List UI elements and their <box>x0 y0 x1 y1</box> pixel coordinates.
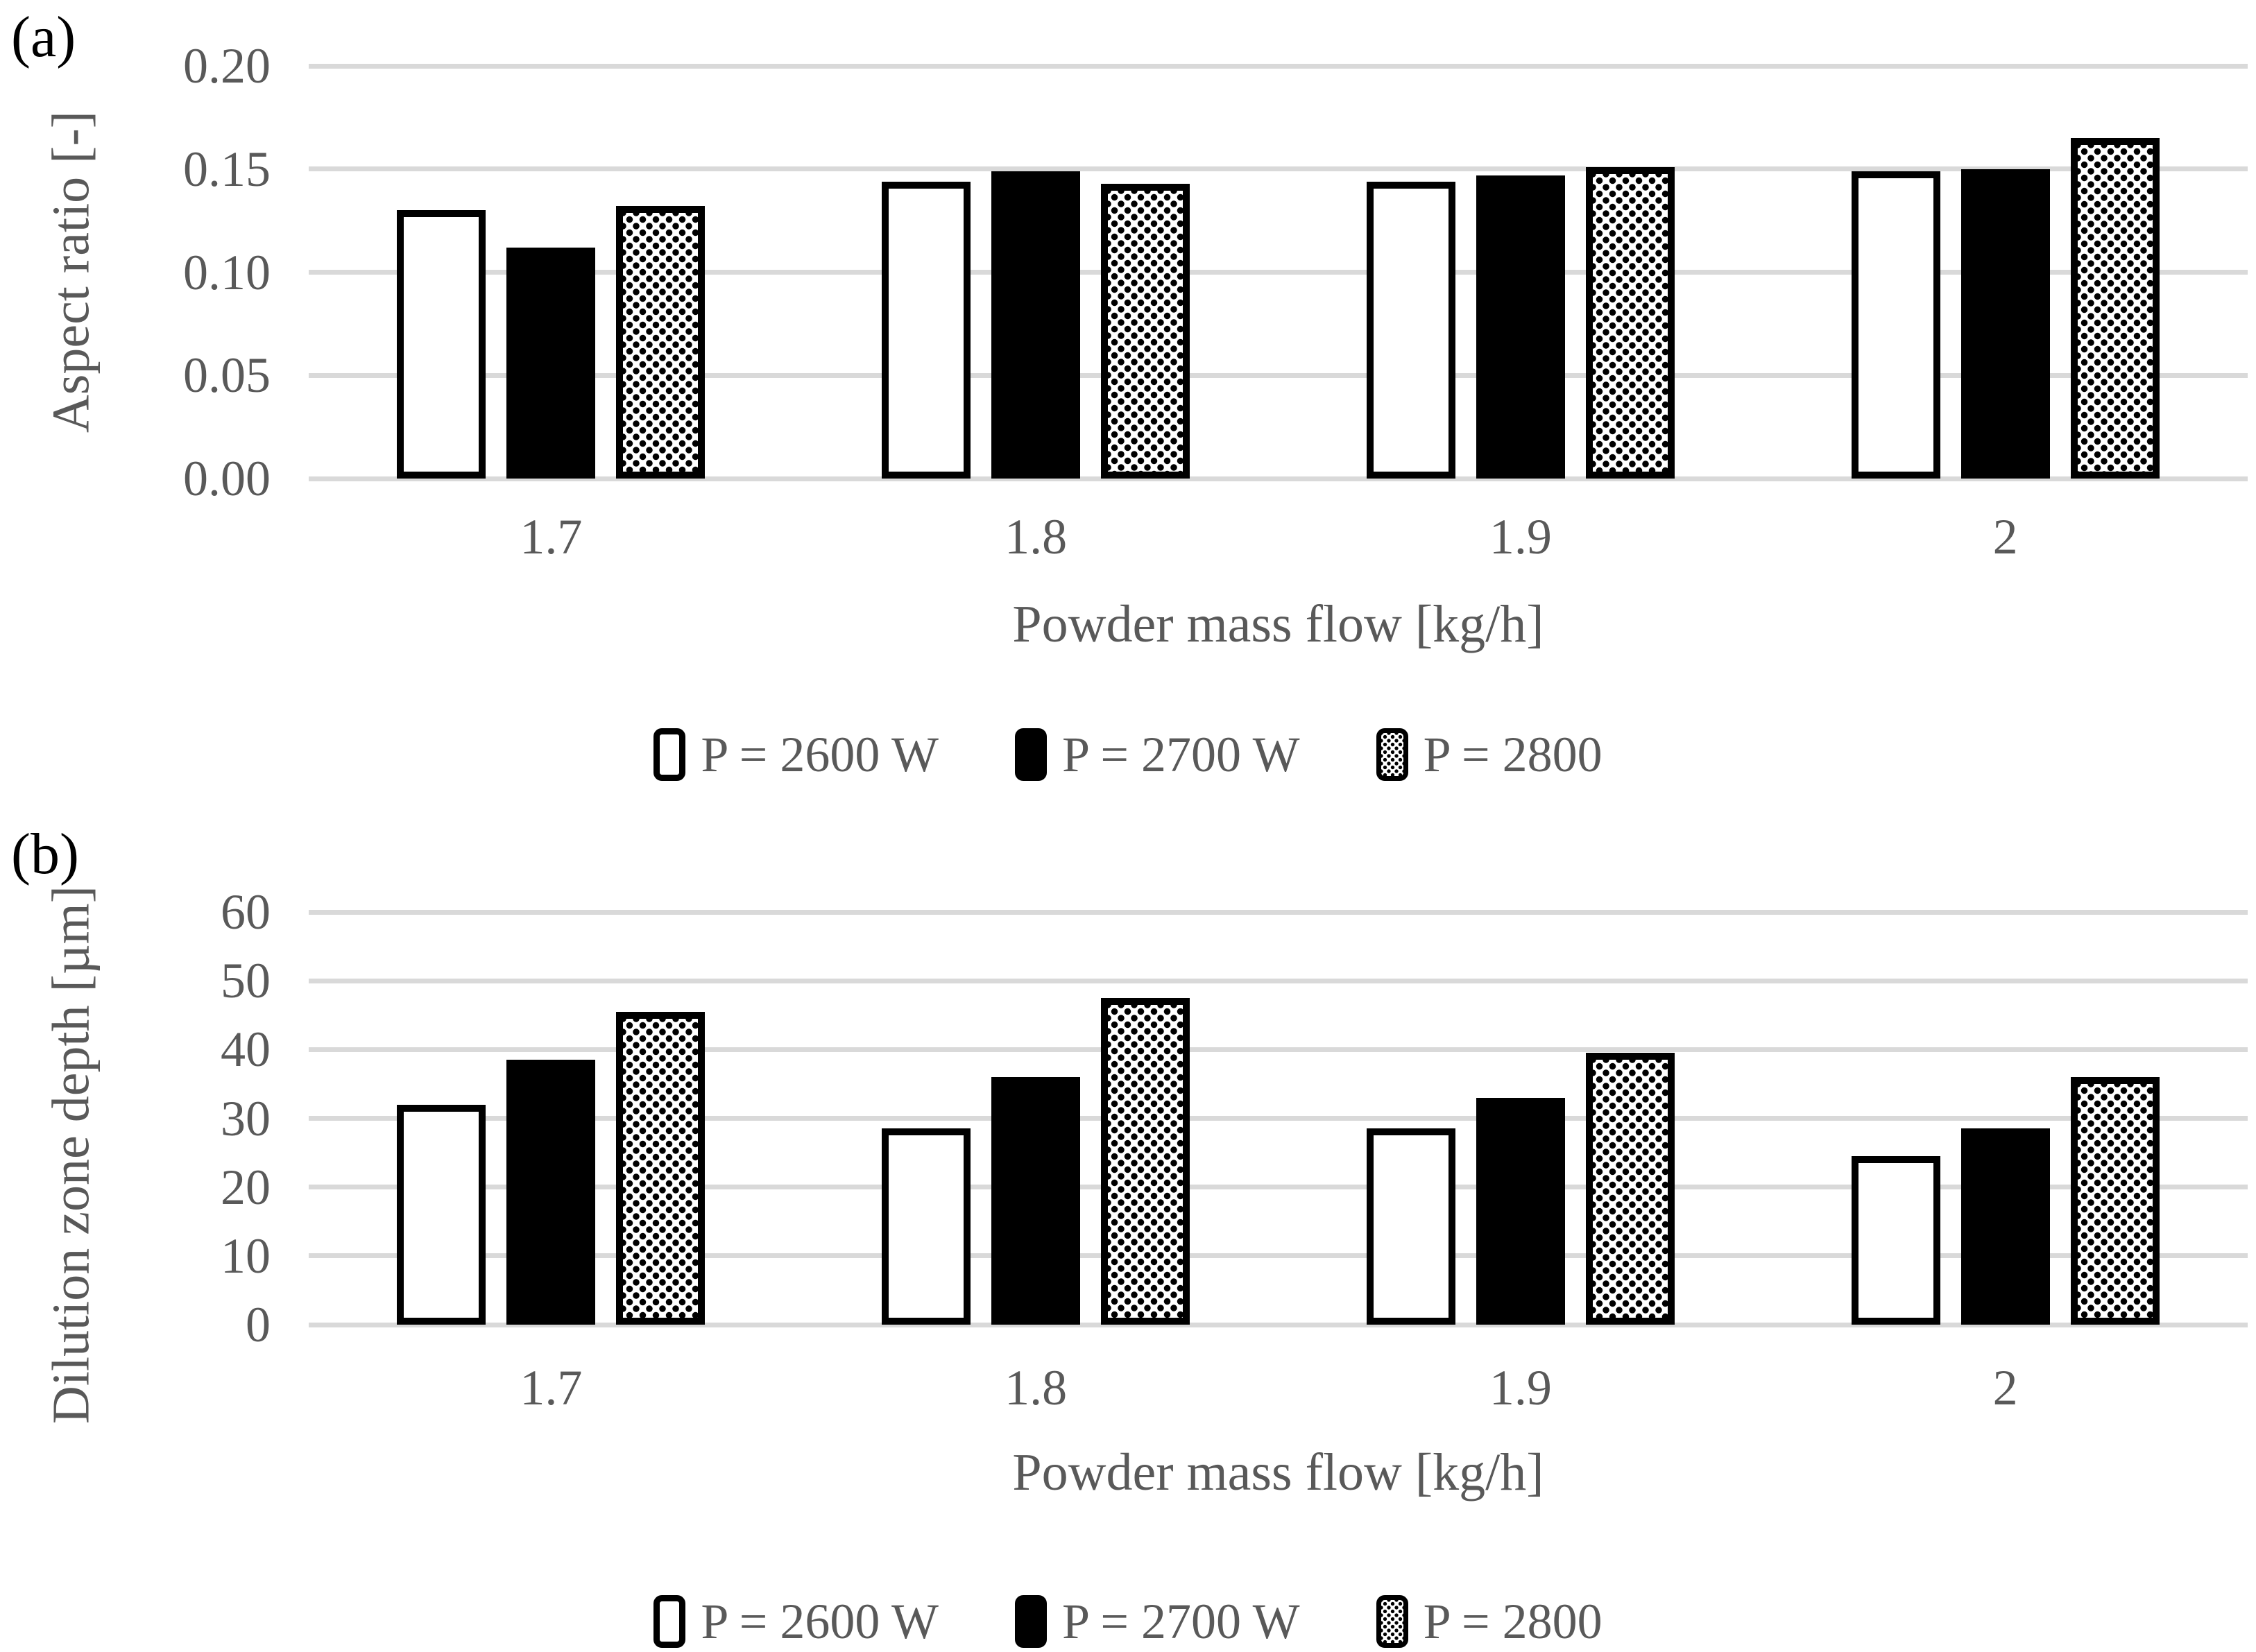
bar-group <box>1279 912 1763 1325</box>
gridline <box>309 909 2248 915</box>
x-tick-label: 2 <box>1992 509 2018 565</box>
legend-b: P = 2600 W P = 2700 W P = 2800 <box>0 1588 2256 1652</box>
bar-outline <box>397 1105 486 1325</box>
legend-label: P = 2800 <box>1423 727 1603 782</box>
y-tick-label: 0.20 <box>183 38 271 94</box>
gridline <box>309 1047 2248 1052</box>
bar-dotted <box>1101 998 1190 1325</box>
y-tick-label: 20 <box>221 1159 271 1215</box>
legend-a: P = 2600 W P = 2700 W P = 2800 <box>0 721 2256 788</box>
y-tick-label: 40 <box>221 1022 271 1078</box>
bar-group <box>309 66 794 479</box>
gridline <box>309 1253 2248 1259</box>
y-tick-label: 0.10 <box>183 244 271 300</box>
x-tick-label: 1.9 <box>1489 1360 1552 1416</box>
x-tick-label: 1.7 <box>520 1360 583 1416</box>
bar-dotted <box>1585 167 1675 479</box>
panel-b: (b) Dilution zone depth [µm] 1.7 1.8 1.9 2 … <box>0 805 2256 1652</box>
bar-solid <box>1960 1128 2050 1325</box>
bar-dotted <box>1585 1053 1675 1325</box>
legend-item: P = 2600 W <box>653 721 939 788</box>
bar-solid <box>1960 169 2050 479</box>
bar-outline <box>1366 182 1455 479</box>
bar-outline <box>882 182 971 479</box>
legend-marker-outline-icon <box>653 728 686 781</box>
gridline <box>309 270 2248 275</box>
legend-marker-solid-icon <box>1015 728 1047 781</box>
plot-area-a <box>309 63 2248 481</box>
bar-group <box>1763 66 2248 479</box>
gridline <box>309 63 2248 69</box>
bar-outline <box>1366 1128 1455 1325</box>
legend-marker-outline-icon <box>653 1595 686 1648</box>
y-tick-label: 60 <box>221 884 271 940</box>
bar-outline <box>1851 1156 1940 1325</box>
legend-label: P = 2800 <box>1423 1594 1603 1649</box>
legend-item: P = 2800 <box>1376 721 1603 788</box>
legend-marker-dotted-icon <box>1376 1595 1408 1648</box>
bar-dotted <box>616 206 706 479</box>
y-tick-label: 0.15 <box>183 141 271 197</box>
x-tick-label: 1.8 <box>1005 509 1068 565</box>
bar-outline <box>882 1128 971 1325</box>
legend-label: P = 2700 W <box>1062 1594 1300 1649</box>
panel-b-label: (b) <box>11 822 79 886</box>
legend-item: P = 2700 W <box>1015 1588 1300 1652</box>
gridline <box>309 1322 2248 1327</box>
legend-item: P = 2800 <box>1376 1588 1603 1652</box>
y-tick-label: 50 <box>221 953 271 1009</box>
bar-group <box>794 66 1279 479</box>
panel-a-label: (a) <box>11 5 76 69</box>
x-axis-title-b: Powder mass flow [kg/h] <box>1012 1443 1544 1502</box>
bar-outline <box>397 210 486 479</box>
legend-label: P = 2600 W <box>701 1594 939 1649</box>
bar-solid <box>991 171 1081 479</box>
legend-item: P = 2700 W <box>1015 721 1300 788</box>
y-tick-label: 10 <box>221 1228 271 1284</box>
legend-marker-dotted-icon <box>1376 728 1408 781</box>
bar-group <box>794 912 1279 1325</box>
gridline <box>309 1185 2248 1190</box>
x-tick-label: 2 <box>1992 1360 2018 1416</box>
bar-group <box>1279 66 1763 479</box>
legend-marker-solid-icon <box>1015 1595 1047 1648</box>
bar-group <box>1763 912 2248 1325</box>
legend-item: P = 2600 W <box>653 1588 939 1652</box>
bar-solid <box>1476 175 1565 479</box>
legend-label: P = 2600 W <box>701 727 939 782</box>
bar-solid <box>1476 1098 1565 1325</box>
x-tick-label: 1.8 <box>1005 1360 1068 1416</box>
bar-solid <box>506 248 596 479</box>
y-tick-label: 0 <box>246 1297 271 1352</box>
bar-solid <box>506 1060 596 1325</box>
y-tick-label: 30 <box>221 1090 271 1146</box>
bar-outline <box>1851 171 1940 479</box>
bar-dotted <box>2070 1077 2160 1325</box>
gridline <box>309 978 2248 983</box>
x-tick-labels-b: 1.7 1.8 1.9 2 <box>309 1356 2248 1420</box>
bar-group <box>309 912 794 1325</box>
x-tick-label: 1.7 <box>520 509 583 565</box>
bar-groups <box>309 66 2248 479</box>
bar-groups <box>309 912 2248 1325</box>
gridline <box>309 372 2248 378</box>
gridline <box>309 166 2248 172</box>
y-tick-label: 0.00 <box>183 451 271 506</box>
bar-dotted <box>2070 138 2160 479</box>
gridline <box>309 476 2248 481</box>
bar-solid <box>991 1077 1081 1325</box>
plot-area-b <box>309 909 2248 1327</box>
panel-a: (a) Aspect ratio [-] 1.7 1.8 1.9 2 Powder m… <box>0 0 2256 805</box>
x-tick-labels-a: 1.7 1.8 1.9 2 <box>309 505 2248 569</box>
x-tick-label: 1.9 <box>1489 509 1552 565</box>
bar-dotted <box>1101 184 1190 479</box>
x-axis-title-a: Powder mass flow [kg/h] <box>1012 595 1544 653</box>
bar-dotted <box>616 1012 706 1325</box>
y-tick-label: 0.05 <box>183 347 271 404</box>
gridline <box>309 1116 2248 1121</box>
legend-label: P = 2700 W <box>1062 727 1300 782</box>
